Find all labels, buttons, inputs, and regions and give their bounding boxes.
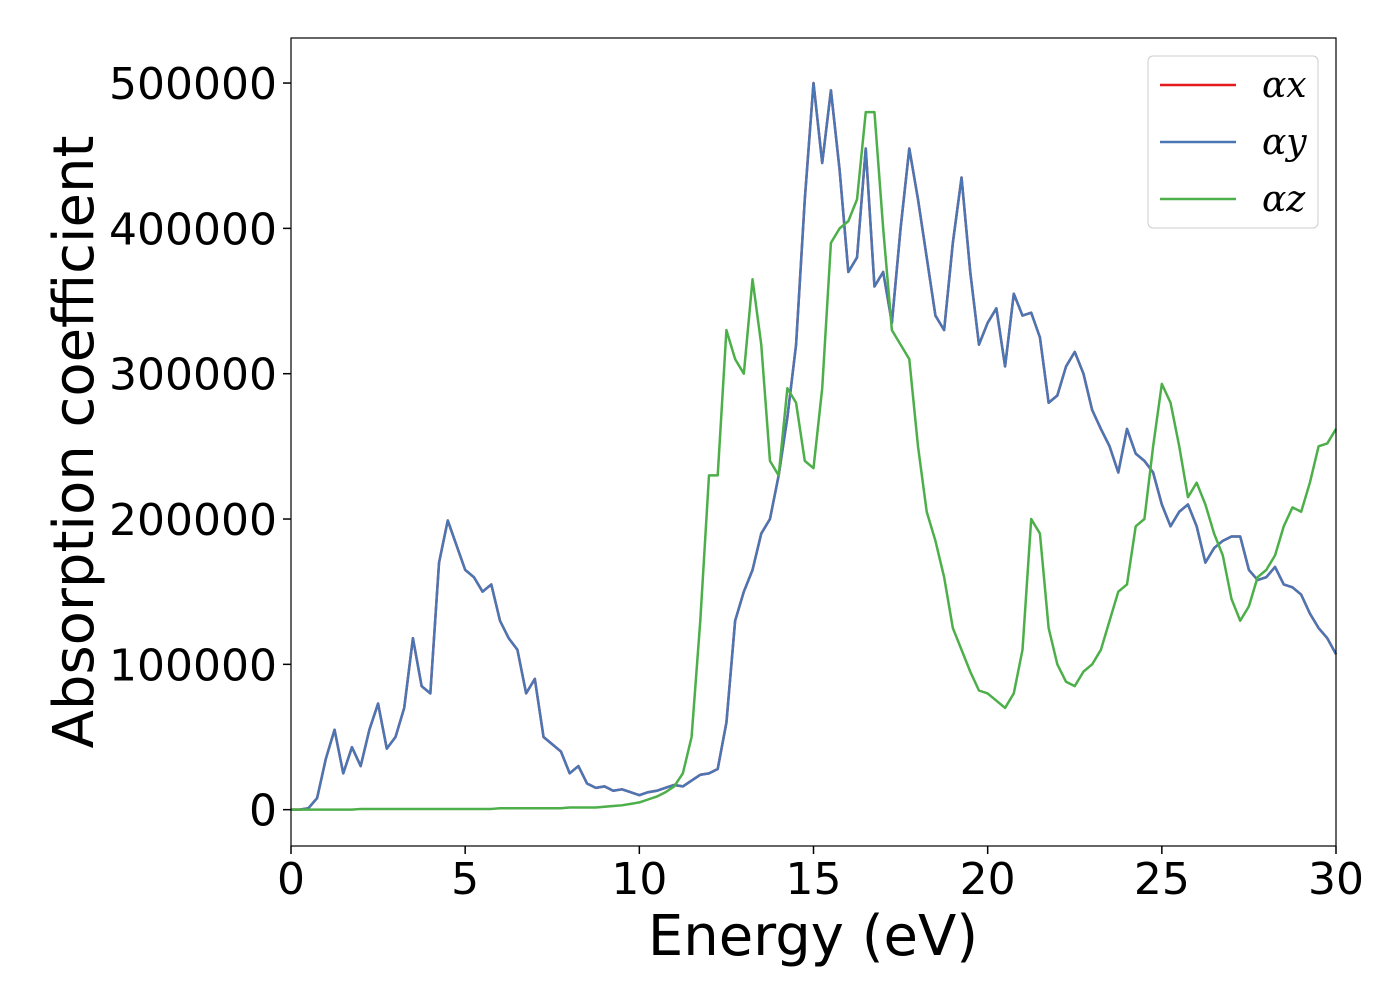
- legend-label: αx: [1262, 65, 1307, 106]
- legend-label: αy: [1262, 122, 1307, 163]
- x-tick-label: 30: [1308, 854, 1364, 905]
- y-tick-label: 0: [249, 786, 277, 837]
- legend: αx αy αz: [1147, 55, 1319, 229]
- x-tick-label: 5: [451, 854, 479, 905]
- x-tick-label: 0: [277, 854, 305, 905]
- legend-label: αz: [1262, 179, 1306, 220]
- y-tick-label: 300000: [109, 350, 277, 401]
- x-tick-label: 15: [786, 854, 842, 905]
- plot-frame: [290, 37, 1337, 847]
- line-series: [291, 81, 1338, 811]
- y-tick-label: 200000: [109, 495, 277, 546]
- y-tick-label: 400000: [109, 204, 277, 255]
- line-series: [291, 110, 1338, 811]
- x-tick-label: 25: [1134, 854, 1190, 905]
- x-tick-label: 10: [611, 854, 667, 905]
- y-tick-label: 500000: [109, 59, 277, 110]
- x-axis-label: Energy (eV): [648, 904, 978, 969]
- y-tick-label: 100000: [109, 640, 277, 691]
- y-axis-label: Absorption coefficient: [42, 136, 107, 749]
- x-tick-label: 20: [960, 854, 1016, 905]
